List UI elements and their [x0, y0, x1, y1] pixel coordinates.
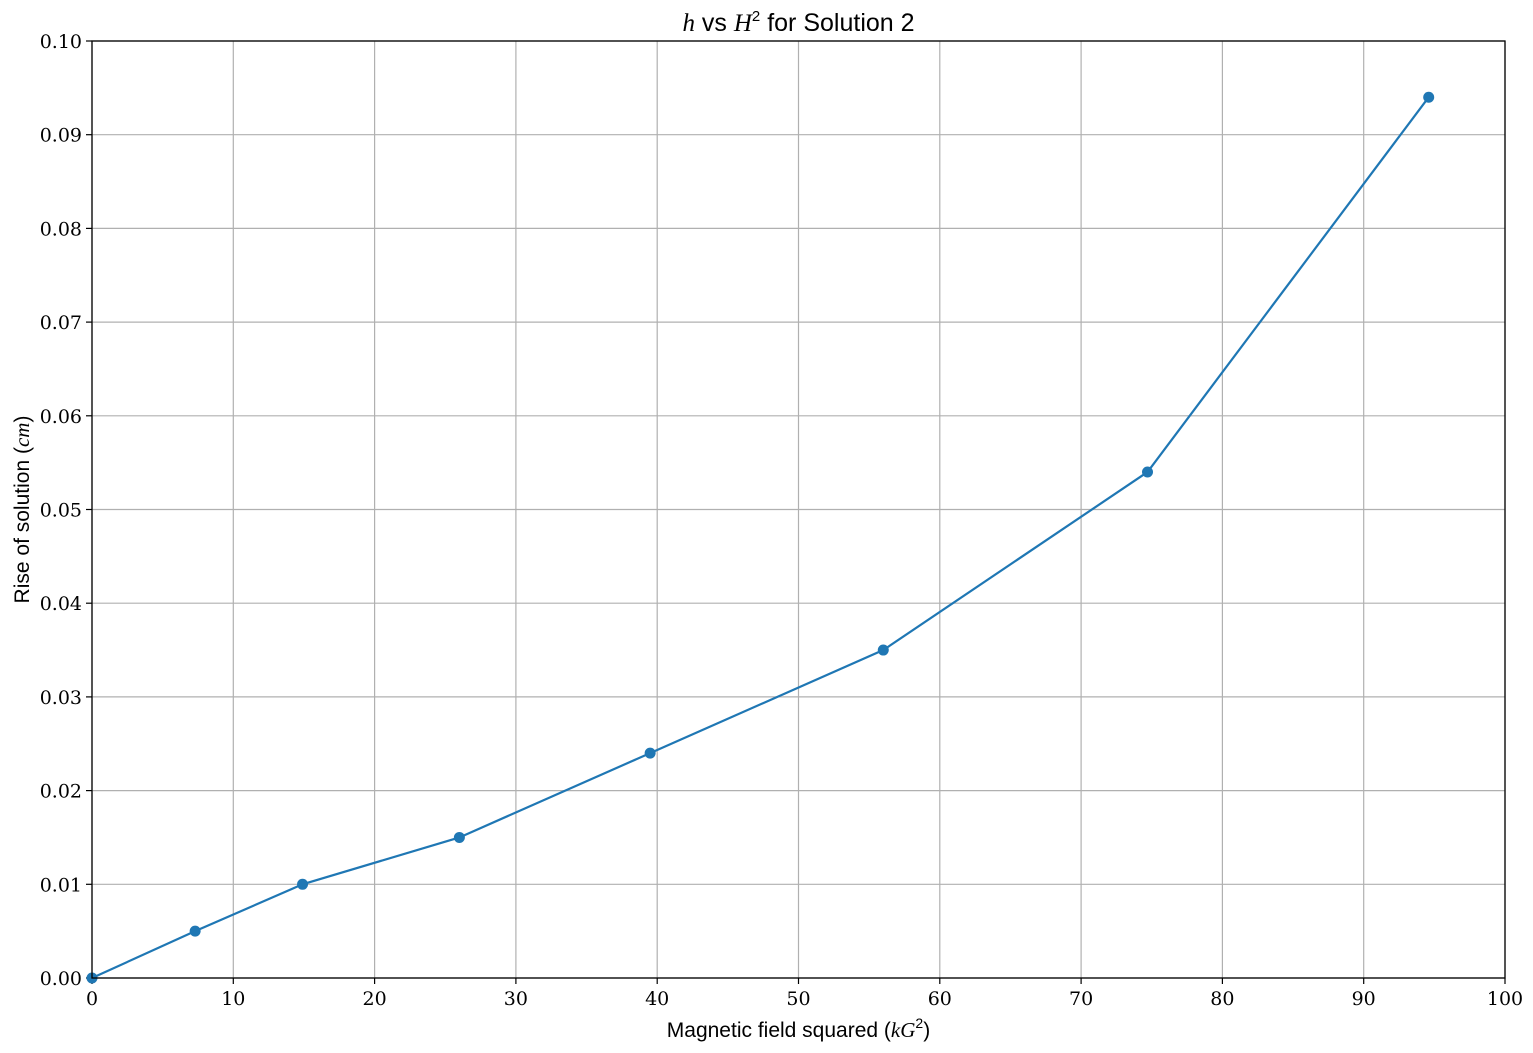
plot-frame	[91, 40, 1506, 979]
x-tick-label: 90	[1352, 988, 1376, 1010]
title-vs: vs	[695, 9, 734, 37]
data-point	[297, 878, 309, 890]
x-tick-label: 10	[221, 988, 245, 1010]
y-tick-label: 0.09	[40, 125, 82, 147]
x-tick-label: 30	[504, 988, 528, 1010]
y-tick-label: 0.07	[40, 312, 82, 334]
data-point	[644, 747, 656, 759]
x-axis-ticks: 0 10 20 30 40 50 60 70 80 90 100	[86, 978, 1523, 1010]
y-tick-label: 0.10	[40, 31, 82, 53]
y-axis-title-text: Rise of solution (	[11, 447, 34, 603]
y-axis-ticks: 0.00 0.01 0.02 0.03 0.04 0.05 0.06 0.07 0.08 0.09…	[40, 31, 92, 990]
chart-title: h vs H2 for Solution 2	[682, 8, 914, 37]
data-point	[1423, 91, 1435, 103]
x-tick-label: 100	[1487, 988, 1523, 1010]
title-var-h: h	[682, 10, 695, 37]
y-tick-label: 0.05	[40, 500, 82, 522]
y-tick-label: 0.04	[40, 593, 82, 615]
x-axis-title-unit: kG	[891, 1018, 916, 1042]
x-axis-title-text: Magnetic field squared (	[667, 1019, 891, 1042]
data-point	[453, 831, 465, 843]
y-tick-label: 0.06	[40, 406, 82, 428]
x-tick-label: 70	[1069, 988, 1093, 1010]
y-axis-title: Rise of solution (cm)	[10, 416, 34, 604]
y-tick-label: 0.01	[40, 874, 82, 896]
grid	[91, 40, 1506, 979]
x-tick-label: 40	[645, 988, 669, 1010]
x-axis-title-superscript: 2	[915, 1015, 923, 1031]
y-axis-title-unit: cm	[10, 423, 34, 448]
data-point	[189, 925, 201, 937]
title-var-H: H	[733, 10, 754, 37]
y-tick-label: 0.08	[40, 218, 82, 240]
data-point	[877, 644, 889, 656]
series-line	[91, 96, 1430, 980]
x-tick-label: 80	[1210, 988, 1234, 1010]
x-axis-title-close: )	[923, 1019, 930, 1042]
x-tick-label: 60	[928, 988, 952, 1010]
x-axis-title: Magnetic field squared (kG2)	[667, 1015, 930, 1042]
y-tick-label: 0.03	[40, 687, 82, 709]
y-tick-label: 0.00	[40, 968, 82, 990]
series-group	[86, 91, 1435, 984]
x-tick-label: 20	[363, 988, 387, 1010]
y-tick-label: 0.02	[40, 781, 82, 803]
x-tick-label: 0	[86, 988, 98, 1010]
x-tick-label: 50	[786, 988, 810, 1010]
y-axis-title-close: )	[11, 416, 34, 423]
data-point	[1142, 466, 1154, 478]
title-superscript: 2	[752, 8, 760, 25]
title-rest: for Solution 2	[760, 9, 914, 37]
